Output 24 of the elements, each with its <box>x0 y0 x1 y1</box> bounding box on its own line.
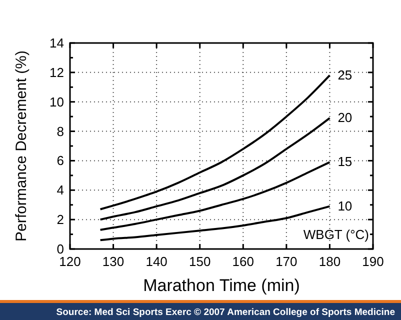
x-tick-label: 160 <box>232 254 254 269</box>
x-tick-label: 170 <box>276 254 298 269</box>
x-tick-label: 150 <box>189 254 211 269</box>
y-axis-title: Performance Decrement (%) <box>13 50 30 242</box>
legend-label: 25 <box>338 67 352 82</box>
x-tick-label: 120 <box>59 254 81 269</box>
y-tick-label: 4 <box>56 182 64 198</box>
legend-label: 10 <box>338 198 352 214</box>
y-tick-label: 8 <box>56 124 64 139</box>
legend-label: 20 <box>338 110 352 126</box>
x-axis-title: Marathon Time (min) <box>143 276 300 295</box>
y-tick-label: 10 <box>50 94 64 110</box>
source-note: Source: Med Sci Sports Exerc © 2007 American College of Sports Medicine <box>56 307 395 318</box>
x-tick-label: 140 <box>146 254 168 269</box>
x-tick-label: 190 <box>362 254 384 269</box>
y-tick-label: 2 <box>56 212 64 228</box>
x-tick-label: 180 <box>318 254 341 269</box>
y-tick-label: 14 <box>50 36 64 50</box>
y-tick-label: 6 <box>56 153 64 168</box>
legend-label: 15 <box>338 154 352 170</box>
y-tick-label: 12 <box>50 64 64 80</box>
x-tick-label: 130 <box>102 254 124 269</box>
legend-title: WBGT (°C) <box>303 227 369 242</box>
y-tick-label: 0 <box>56 242 64 256</box>
